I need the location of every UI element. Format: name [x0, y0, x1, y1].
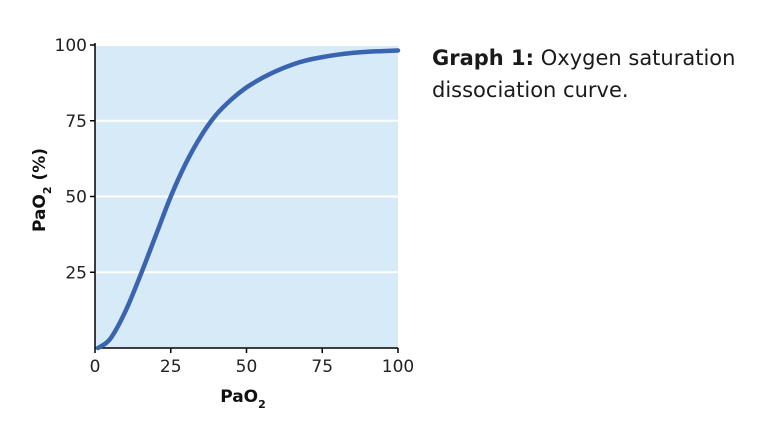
x-tick-label-25: 25	[160, 357, 182, 377]
x-tick-label-75: 75	[311, 357, 333, 377]
caption-label: Graph 1:	[432, 46, 535, 70]
gridlines	[95, 44, 398, 274]
x-tick-label-0: 0	[90, 357, 101, 377]
x-tick-label-100: 100	[382, 357, 414, 377]
series-line	[95, 48, 401, 351]
axes	[90, 43, 399, 353]
x-axis-title: PaO2	[220, 387, 266, 411]
x-tick-label-50: 50	[236, 357, 258, 377]
y-tick-label-50: 50	[65, 188, 87, 208]
y-axis-title: PaO2 (%)	[30, 148, 54, 232]
y-tick-label-100: 100	[55, 36, 87, 56]
graph-caption: Graph 1: Oxygen saturation dissociation …	[432, 42, 762, 106]
y-tick-labels: 25 50 75 100	[55, 36, 87, 283]
y-tick-label-75: 75	[65, 112, 87, 132]
y-tick-label-25: 25	[65, 263, 87, 283]
caption-text: Oxygen saturation dissociation curve.	[432, 46, 736, 102]
x-tick-labels: 0 25 50 75 100	[90, 357, 415, 377]
